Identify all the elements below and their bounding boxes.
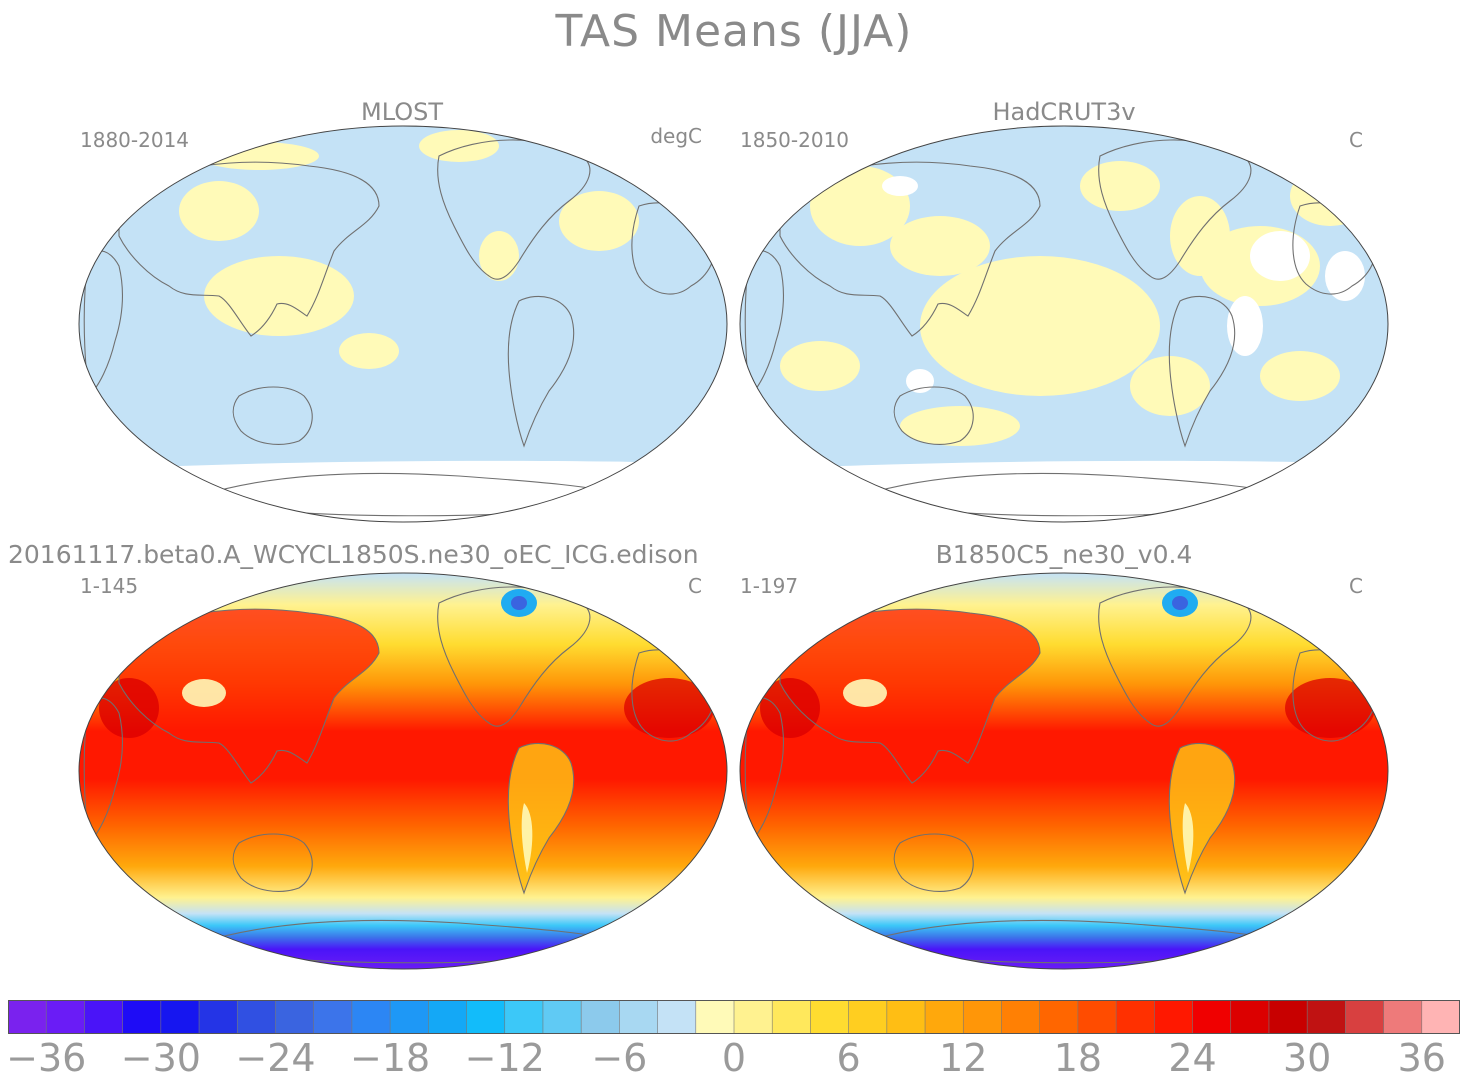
colorbar-swatch xyxy=(581,1000,620,1034)
colorbar-swatch xyxy=(1192,1000,1232,1034)
colorbar-swatch xyxy=(237,1000,276,1034)
colorbar-swatch xyxy=(963,1000,1002,1034)
map-mlost xyxy=(78,125,728,523)
map-beta0 xyxy=(78,572,728,970)
colorbar-swatch xyxy=(734,1000,773,1034)
panel-years-b1850c5: 1-197 xyxy=(740,574,799,598)
colorbar-tick-label: −24 xyxy=(235,1036,316,1080)
colorbar-swatch xyxy=(199,1000,238,1034)
colorbar-swatch xyxy=(1345,1000,1385,1034)
panel-units-mlost: degC xyxy=(650,124,702,148)
colorbar-swatch xyxy=(1039,1000,1079,1034)
colorbar-swatch xyxy=(1230,1000,1270,1034)
colorbar-swatch xyxy=(428,1000,468,1034)
colorbar-swatch xyxy=(1154,1000,1194,1034)
colorbar-swatch xyxy=(466,1000,506,1034)
colorbar-swatch xyxy=(542,1000,582,1034)
colorbar-tick-label: 0 xyxy=(721,1036,747,1080)
colorbar-tick-label: 36 xyxy=(1397,1036,1446,1080)
colorbar-swatch xyxy=(8,1000,47,1034)
panel-years-beta0: 1-145 xyxy=(80,574,139,598)
colorbar-tick-label: 30 xyxy=(1282,1036,1332,1080)
colorbar-swatch xyxy=(313,1000,353,1034)
colorbar-tick-label: 6 xyxy=(836,1036,861,1080)
colorbar-swatch xyxy=(619,1000,659,1034)
colorbar-swatch xyxy=(1383,1000,1423,1034)
panel-title-mlost: MLOST xyxy=(360,98,444,126)
panel-units-b1850c5: C xyxy=(1349,574,1363,598)
colorbar-swatch xyxy=(122,1000,162,1034)
colorbar-swatch xyxy=(1268,1000,1308,1034)
colorbar-swatch xyxy=(1077,1000,1117,1034)
panel-years-mlost: 1880-2014 xyxy=(80,128,190,152)
panel-units-hadcrut3v: C xyxy=(1349,128,1363,152)
panel-units-beta0: C xyxy=(688,574,702,598)
colorbar-swatch xyxy=(1001,1000,1041,1034)
colorbar-swatch xyxy=(1116,1000,1155,1034)
colorbar-swatch xyxy=(925,1000,964,1034)
panel-title-b1850c5: B1850C5_ne30_v0.4 xyxy=(935,540,1193,569)
panel-years-hadcrut3v: 1850-2010 xyxy=(740,128,850,152)
colorbar-tick-label: −18 xyxy=(349,1036,431,1080)
panel-title-beta0: 20161117.beta0.A_WCYCL1850S.ne30_oEC_ICG… xyxy=(8,540,699,569)
colorbar xyxy=(8,1000,1460,1034)
colorbar-tick-label: −12 xyxy=(464,1036,545,1080)
colorbar-tick-label: −30 xyxy=(120,1036,201,1080)
map-b1850c5 xyxy=(739,572,1389,970)
colorbar-swatch xyxy=(46,1000,85,1034)
colorbar-swatch xyxy=(695,1000,735,1034)
colorbar-swatch xyxy=(772,1000,811,1034)
colorbar-swatch xyxy=(84,1000,124,1034)
colorbar-tick-label: 24 xyxy=(1168,1036,1217,1080)
colorbar-tick-label: −6 xyxy=(591,1036,648,1080)
figure-title: TAS Means (JJA) xyxy=(555,6,913,57)
colorbar-swatch xyxy=(848,1000,888,1034)
colorbar-swatch xyxy=(1421,1000,1460,1034)
colorbar-tick-label: −36 xyxy=(6,1036,87,1080)
colorbar-swatch xyxy=(504,1000,544,1034)
colorbar-swatch xyxy=(657,1000,697,1034)
colorbar-swatch xyxy=(886,1000,926,1034)
colorbar-swatch xyxy=(275,1000,315,1034)
colorbar-swatch xyxy=(160,1000,200,1034)
panel-title-hadcrut3v: HadCRUT3v xyxy=(992,98,1136,126)
colorbar-tick-label: 18 xyxy=(1053,1036,1103,1080)
colorbar-swatch xyxy=(1307,1000,1346,1034)
colorbar-swatch xyxy=(810,1000,850,1034)
colorbar-swatch xyxy=(351,1000,391,1034)
map-hadcrut3v xyxy=(739,125,1389,523)
colorbar-swatch xyxy=(390,1000,429,1034)
colorbar-tick-label: 12 xyxy=(939,1036,988,1080)
